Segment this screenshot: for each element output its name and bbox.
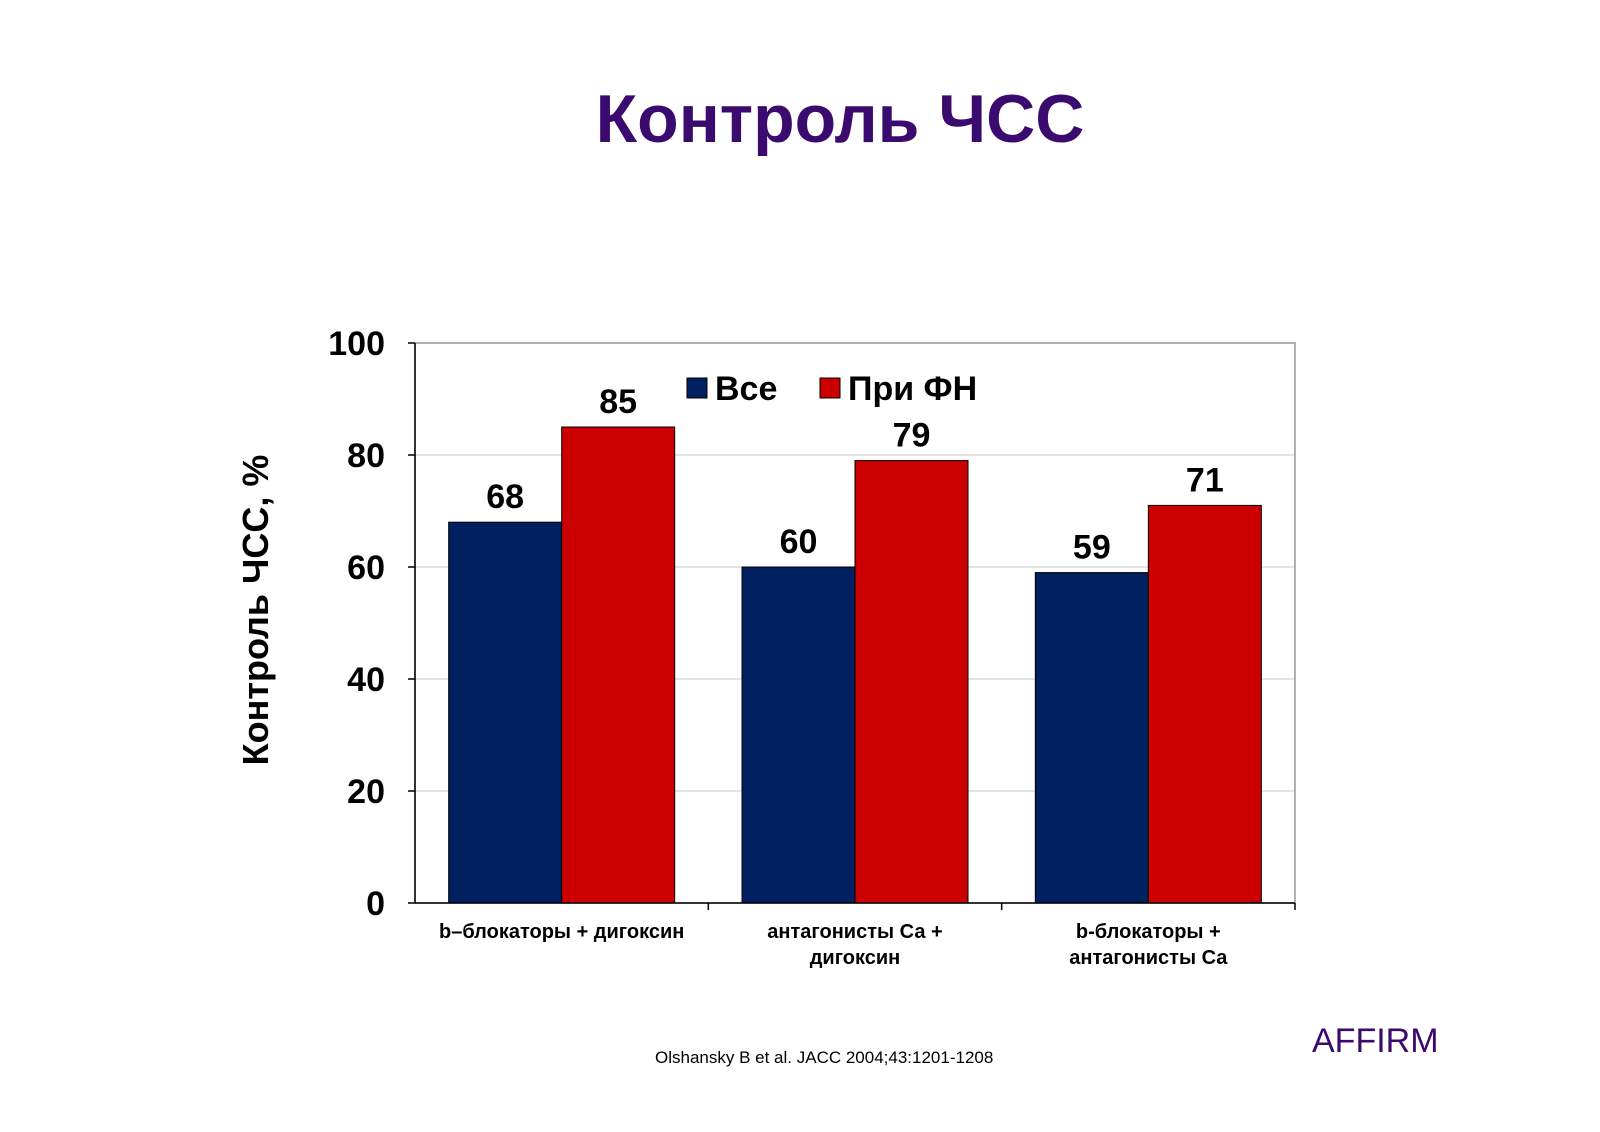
bar xyxy=(448,521,563,904)
data-label: 71 xyxy=(1186,461,1224,499)
legend-label: При ФН xyxy=(848,370,977,408)
bars xyxy=(448,426,1262,904)
data-label: 85 xyxy=(599,383,637,421)
data-label: 68 xyxy=(486,478,524,516)
bar xyxy=(1147,504,1262,904)
labels: 68 85 b–блокаторы + дигоксин 60 79 антагонист… xyxy=(439,383,1228,969)
y-tick-label: 80 xyxy=(347,437,385,475)
x-tick-label: антагонисты Са + xyxy=(767,921,942,943)
bar xyxy=(561,426,676,904)
x-tick-label: b–блокаторы + дигоксин xyxy=(439,921,684,943)
axes: 0 20 40 60 80 100 xyxy=(328,325,1296,923)
legend-swatch xyxy=(819,377,841,399)
y-tick-label: 20 xyxy=(347,773,385,811)
study-label: AFFIRM xyxy=(1312,1022,1439,1060)
bar xyxy=(1034,572,1149,904)
data-label: 79 xyxy=(893,417,931,455)
data-label: 59 xyxy=(1073,529,1111,567)
bar xyxy=(854,460,969,904)
x-tick-label: антагонисты Са xyxy=(1069,947,1228,969)
x-tick-label: b-блокаторы + xyxy=(1076,921,1221,943)
citation: Olshansky B et al. JACC 2004;43:1201-120… xyxy=(655,1048,994,1067)
x-tick-label: дигоксин xyxy=(810,947,901,969)
y-tick-label: 0 xyxy=(366,885,385,923)
legend-label: Все xyxy=(715,370,777,408)
y-tick-label: 40 xyxy=(347,661,385,699)
y-axis-title: Контроль ЧСС, % xyxy=(235,455,276,766)
slide-title: Контроль ЧСС xyxy=(595,81,1085,157)
bar xyxy=(741,566,856,904)
y-tick-label: 100 xyxy=(328,325,385,363)
legend-swatch xyxy=(686,377,708,399)
data-label: 60 xyxy=(780,523,818,561)
legend: Все При ФН xyxy=(686,370,977,408)
y-tick-label: 60 xyxy=(347,549,385,587)
